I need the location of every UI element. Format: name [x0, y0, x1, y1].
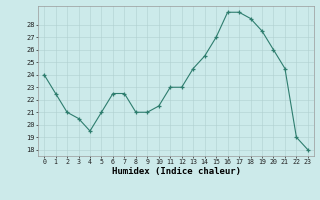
- X-axis label: Humidex (Indice chaleur): Humidex (Indice chaleur): [111, 167, 241, 176]
